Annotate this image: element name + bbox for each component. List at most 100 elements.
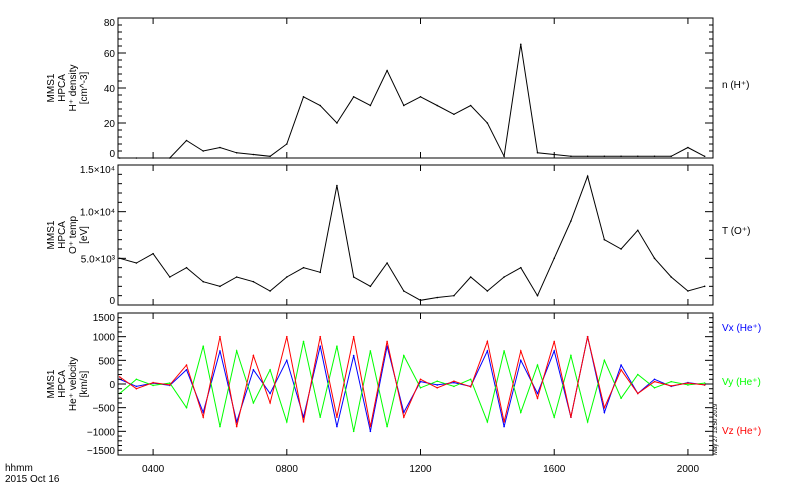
panel-right-label: T (O⁺) [722, 226, 750, 237]
data-point [336, 416, 338, 418]
data-point [603, 359, 606, 362]
data-point [286, 143, 288, 145]
data-point [586, 335, 589, 338]
y-tick-label: 1.5×10⁴ [80, 165, 115, 176]
data-point [419, 95, 422, 98]
data-point [302, 340, 305, 343]
data-point [369, 104, 372, 107]
panel-2: 0 5.0×10³ 1.0×10⁴ 1.5×10⁴ MMS1HPCAO⁺ temp[eV… [46, 164, 750, 307]
data-point [469, 104, 472, 107]
data-point [620, 369, 622, 371]
y-tick-label: −500 [92, 404, 115, 415]
data-point [135, 385, 138, 388]
data-point [536, 151, 539, 154]
data-point [386, 425, 388, 428]
data-point [653, 380, 656, 383]
data-point [519, 43, 522, 46]
y-axis-label-line: MMS1 [46, 220, 57, 249]
data-point [536, 364, 539, 366]
data-point [369, 285, 372, 288]
data-point [570, 155, 572, 158]
data-point [436, 386, 439, 389]
y-axis-label-line: HPCA [57, 74, 68, 102]
data-point [503, 350, 505, 352]
data-point [386, 340, 388, 343]
data-point [703, 285, 706, 288]
data-point [603, 155, 606, 158]
data-point [636, 155, 639, 158]
data-point [202, 280, 205, 283]
data-point [687, 290, 689, 292]
data-point [436, 384, 439, 386]
data-point [286, 276, 288, 278]
panel-3: −1500 −1000 −500 0 500 1000 1500 MMS1HPCAHe⁺ ve… [46, 312, 761, 457]
data-point [336, 345, 338, 347]
data-point [386, 262, 388, 264]
y-axis-label-line: H⁺ density [68, 65, 79, 112]
data-point [536, 294, 539, 297]
y-tick-label: 80 [104, 18, 116, 29]
data-point [570, 416, 572, 418]
data-point [185, 406, 188, 409]
data-point [269, 392, 271, 395]
data-point [519, 411, 522, 414]
x-tick-label: 0800 [276, 464, 299, 475]
data-point [486, 122, 489, 124]
data-point [603, 406, 606, 409]
data-point [202, 345, 205, 347]
data-point [586, 175, 589, 177]
data-point [202, 416, 205, 418]
y-axis-label-line: O⁺ temp [68, 216, 79, 255]
data-point [219, 285, 221, 288]
data-point [620, 397, 622, 400]
y-tick-label: 1000 [93, 333, 116, 344]
data-point [302, 95, 305, 98]
data-point [586, 155, 589, 158]
data-point [169, 384, 171, 386]
data-point [503, 276, 505, 278]
x-tick-label: 1200 [409, 464, 432, 475]
data-point [269, 155, 271, 158]
data-point [586, 421, 589, 423]
data-point [503, 421, 505, 423]
y-axis-label: MMS1HPCAH⁺ density[cm^-3] [46, 65, 90, 112]
time-format-label: hhmm [5, 463, 33, 474]
data-point [636, 373, 639, 376]
y-tick-label: 60 [104, 49, 116, 60]
legend-entry: Vx (He⁺) [722, 323, 761, 334]
data-point [703, 155, 706, 158]
legend-entry: Vy (He⁺) [722, 377, 761, 388]
data-point [269, 369, 271, 371]
data-point [519, 350, 522, 352]
data-point [352, 95, 355, 98]
y-axis-label: MMS1HPCAO⁺ temp[eV] [46, 216, 90, 255]
panel-1: 0 20 40 60 80 MMS1HPCAH⁺ density[cm^-3] n (H⁺) [46, 17, 750, 160]
y-axis-label-line: [km/s] [79, 370, 90, 397]
data-point [486, 290, 489, 292]
data-point [219, 350, 221, 352]
data-point [553, 350, 556, 352]
data-point [419, 386, 422, 389]
data-point [235, 425, 238, 428]
data-point [269, 402, 271, 404]
data-point [185, 139, 188, 142]
data-point [453, 294, 455, 297]
y-tick-label: 0 [109, 149, 115, 160]
data-point [436, 296, 439, 299]
data-point [235, 276, 238, 278]
data-point [403, 104, 405, 107]
data-point [352, 430, 355, 433]
panel-frame [117, 164, 714, 306]
y-tick-label: 0 [109, 296, 115, 307]
data-point [419, 378, 422, 381]
panel-right-label: n (H⁺) [722, 80, 750, 91]
data-point [603, 411, 606, 414]
data-point [386, 69, 388, 72]
data-point [670, 380, 673, 383]
data-point [603, 238, 606, 241]
y-tick-label: −1000 [87, 427, 116, 438]
data-point [219, 425, 221, 428]
data-point [135, 262, 138, 264]
x-tick-label: 1600 [543, 464, 566, 475]
